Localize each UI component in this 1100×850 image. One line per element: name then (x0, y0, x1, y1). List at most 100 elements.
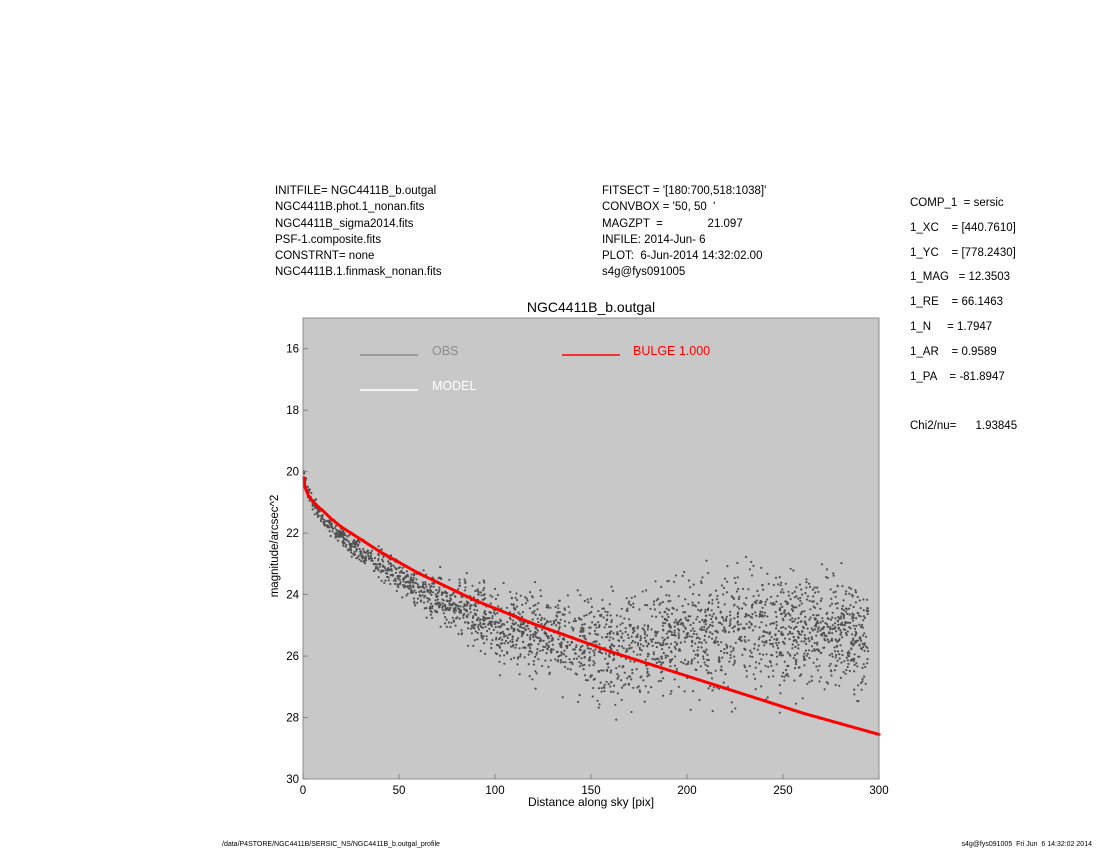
obs-point (452, 620, 456, 623)
obs-point (805, 598, 809, 601)
obs-point (704, 608, 707, 611)
obs-point (861, 623, 864, 627)
obs-point (506, 627, 509, 631)
chart-title: NGC4411B_b.outgal (526, 299, 656, 315)
obs-point (837, 627, 840, 630)
obs-point (666, 654, 670, 658)
obs-point (472, 644, 475, 648)
obs-point (666, 613, 669, 616)
obs-point (745, 614, 748, 617)
obs-point (760, 601, 763, 604)
obs-point (781, 633, 785, 636)
obs-point (533, 581, 537, 584)
obs-point (775, 624, 778, 627)
obs-point (545, 621, 548, 625)
obs-point (846, 630, 849, 633)
obs-point (657, 597, 660, 601)
obs-point (593, 615, 596, 618)
obs-point (328, 519, 331, 522)
obs-point (593, 654, 596, 657)
obs-point (803, 658, 806, 661)
obs-point (498, 621, 501, 625)
obs-point (431, 582, 434, 585)
obs-point (863, 616, 866, 620)
obs-point (749, 655, 752, 658)
obs-point (479, 618, 482, 621)
obs-point (808, 618, 811, 621)
obs-point (482, 598, 485, 601)
obs-point (592, 660, 595, 663)
obs-point (331, 527, 334, 530)
header-middle-line: INFILE: 2014-Jun- 6 (602, 233, 706, 246)
obs-point (715, 629, 718, 633)
obs-point (697, 608, 700, 612)
obs-point (662, 694, 665, 697)
obs-point (732, 647, 735, 650)
obs-point (783, 610, 786, 613)
obs-point (806, 652, 809, 655)
obs-point (803, 637, 806, 640)
obs-point (700, 580, 703, 583)
obs-point (621, 622, 624, 625)
obs-point (464, 580, 467, 583)
obs-point (703, 625, 706, 629)
obs-point (698, 620, 701, 624)
obs-point (491, 615, 494, 618)
obs-point (841, 653, 844, 657)
obs-point (747, 614, 751, 617)
obs-point (801, 593, 804, 596)
obs-point (529, 634, 532, 637)
obs-point (583, 674, 587, 677)
obs-point (548, 640, 551, 644)
obs-point (700, 628, 704, 631)
bulge-model-point (320, 508, 324, 512)
obs-point (653, 608, 657, 611)
obs-point (761, 584, 764, 587)
obs-point (610, 621, 613, 624)
obs-point (813, 648, 816, 651)
obs-point (503, 623, 506, 626)
obs-point (452, 601, 455, 605)
obs-point (490, 642, 493, 645)
obs-point (464, 586, 467, 589)
obs-point (382, 560, 385, 563)
obs-point (536, 629, 540, 632)
obs-point (552, 622, 556, 625)
obs-point (479, 591, 482, 594)
obs-point (782, 626, 785, 629)
obs-point (616, 692, 620, 695)
obs-point (588, 659, 592, 662)
obs-point (522, 640, 525, 644)
obs-point (758, 636, 761, 639)
obs-point (803, 652, 806, 655)
obs-point (795, 661, 798, 664)
obs-point (750, 560, 753, 564)
fit-parameter-line: 1_RE = 66.1463 (910, 296, 1004, 309)
obs-point (724, 673, 727, 676)
obs-point (486, 617, 489, 620)
obs-point (659, 671, 663, 674)
obs-point (520, 626, 524, 629)
obs-point (819, 621, 822, 624)
obs-point (711, 621, 714, 624)
obs-point (714, 616, 718, 619)
obs-point (627, 618, 631, 621)
obs-point (503, 654, 506, 657)
obs-point (742, 602, 746, 605)
obs-point (560, 651, 563, 654)
obs-point (821, 620, 824, 623)
obs-point (845, 590, 848, 593)
obs-point (690, 662, 693, 665)
obs-point (767, 675, 770, 679)
obs-point (543, 632, 546, 635)
obs-point (463, 621, 467, 624)
obs-point (446, 592, 449, 595)
obs-point (841, 623, 844, 627)
bulge-model-point (647, 662, 651, 666)
obs-point (493, 622, 497, 626)
obs-point (631, 639, 635, 643)
obs-point (534, 603, 537, 607)
obs-point (579, 630, 582, 633)
obs-point (633, 660, 636, 663)
obs-point (352, 540, 355, 543)
